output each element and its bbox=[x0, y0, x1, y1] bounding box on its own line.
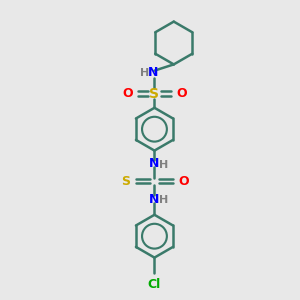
Text: O: O bbox=[176, 87, 187, 100]
Text: O: O bbox=[178, 175, 189, 188]
Text: S: S bbox=[149, 86, 160, 100]
Text: S: S bbox=[122, 175, 130, 188]
Text: N: N bbox=[149, 193, 159, 206]
Text: O: O bbox=[122, 87, 133, 100]
Text: Cl: Cl bbox=[148, 278, 161, 291]
Text: H: H bbox=[159, 160, 169, 170]
Text: H: H bbox=[140, 68, 150, 78]
Text: H: H bbox=[159, 195, 169, 205]
Text: N: N bbox=[149, 157, 159, 170]
Text: N: N bbox=[148, 66, 158, 79]
